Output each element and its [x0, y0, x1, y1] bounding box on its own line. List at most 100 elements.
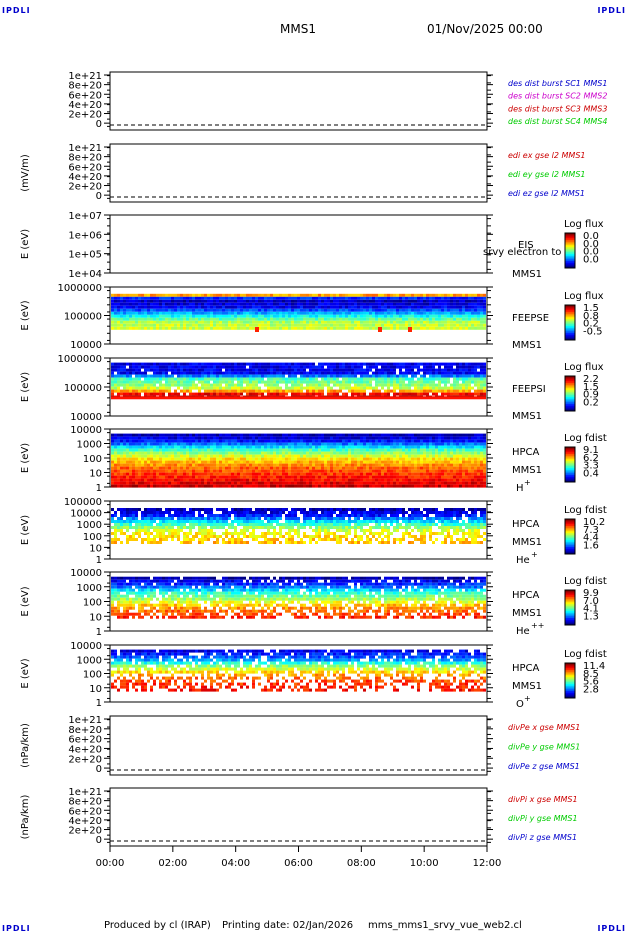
y-tick-label: 1	[96, 483, 102, 494]
species-label: H	[516, 483, 524, 494]
species-label: O	[516, 699, 524, 710]
y-axis-label: (nPa/km)	[20, 723, 31, 768]
instrument-label: FEEPSI	[512, 384, 546, 395]
legend-entry: divPe x gse MMS1	[508, 723, 580, 732]
y-tick-label: 4e+20	[68, 172, 102, 183]
y-tick-label: 10	[89, 612, 102, 623]
y-tick-label: 10000	[70, 568, 102, 579]
footer-produced: Produced by cl (IRAP)	[104, 920, 211, 931]
panel-p9: 10000 1000 100 10 1 E (eV) HPCA MMS1 O+ Log fdist…	[20, 641, 607, 710]
y-axis-label: E (eV)	[20, 586, 31, 616]
y-tick-label: 10000	[70, 340, 102, 351]
colorbar-title: Log fdist	[564, 576, 607, 587]
y-tick-label: 1	[96, 698, 102, 709]
y-tick-label: 6e+20	[68, 735, 102, 746]
legend-entry: edi ex gse l2 MMS1	[508, 151, 586, 160]
y-tick-label: 1e+21	[68, 715, 102, 726]
colorbar-title: Log flux	[564, 362, 604, 373]
colorbar	[564, 232, 576, 269]
colorbar-tick-label: 6.2	[583, 453, 599, 464]
colorbar-tick-label: 8.5	[583, 669, 599, 680]
y-tick-label: 8e+20	[68, 797, 102, 808]
y-axis-label: E (eV)	[20, 300, 31, 330]
x-tick-label: 02:00	[158, 858, 187, 869]
instrument-label: HPCA	[512, 663, 540, 674]
y-tick-label: 2e+20	[68, 110, 102, 121]
colorbar	[564, 375, 576, 412]
y-tick-label: 10	[89, 469, 102, 480]
y-tick-label: 1e+04	[68, 269, 102, 280]
panel-p8: 10000 1000 100 10 1 E (eV) HPCA MMS1 He++ Log fdi…	[20, 568, 607, 638]
y-tick-label: 10000	[70, 425, 102, 436]
colorbar-tick-label: 1.3	[583, 611, 599, 622]
y-axis-label: E (eV)	[20, 443, 31, 473]
x-tick-label: 00:00	[96, 858, 125, 869]
y-tick-label: 0	[96, 119, 102, 130]
colorbar-tick-label: 2.8	[583, 684, 599, 695]
header-date: 01/Nov/2025 00:00	[427, 22, 543, 36]
colorbar	[564, 589, 576, 626]
panel-frame	[109, 143, 488, 203]
y-tick-label: 2e+20	[68, 826, 102, 837]
colorbar-tick-label: 11.4	[583, 661, 605, 672]
colorbar-tick-label: 0.2	[583, 319, 599, 330]
species-label: He	[516, 626, 530, 637]
instrument-label: HPCA	[512, 447, 540, 458]
spacecraft-label: MMS1	[512, 269, 542, 280]
header-mission: MMS1	[280, 22, 316, 36]
corner-label-top-right: IPDLI	[597, 6, 626, 15]
colorbar-tick-label: 2.2	[583, 374, 599, 385]
colorbar	[564, 446, 576, 483]
y-tick-label: 1e+21	[68, 143, 102, 154]
y-axis-label: E (eV)	[20, 372, 31, 402]
instrument-label: HPCA	[512, 590, 540, 601]
legend-entry: divPe y gse MMS1	[508, 743, 580, 752]
species-charge: ++	[531, 621, 544, 630]
y-tick-label: 100	[83, 598, 102, 609]
colorbar-tick-label: 10.2	[583, 517, 605, 528]
y-tick-label: 1000000	[57, 354, 102, 365]
y-tick-label: 100	[83, 454, 102, 465]
legend-entry: des dist burst SC2 MMS2	[508, 92, 607, 101]
y-tick-label: 1000	[77, 655, 102, 666]
spacecraft-label: MMS1	[512, 681, 542, 692]
colorbar-tick-label: 4.4	[583, 533, 599, 544]
legend-entry: edi ez gse l2 MMS1	[508, 189, 585, 198]
colorbar-tick-label: 0.2	[583, 397, 599, 408]
y-axis-label: E (eV)	[20, 229, 31, 259]
y-tick-label: 6e+20	[68, 806, 102, 817]
x-tick-label: 04:00	[221, 858, 250, 869]
legend-entry: divPi z gse MMS1	[508, 833, 577, 842]
instrument-label: HPCA	[512, 519, 540, 530]
y-tick-label: 100	[83, 532, 102, 543]
y-tick-label: 0	[96, 764, 102, 775]
y-axis-label: E (eV)	[20, 658, 31, 688]
instrument-label: EIS	[518, 240, 534, 251]
y-tick-label: 10000	[70, 412, 102, 423]
y-tick-label: 10000	[70, 641, 102, 652]
y-axis-label: (nPa/km)	[20, 795, 31, 840]
x-axis: 00:00 02:00 04:00 06:00 08:00 10:00 12:00	[96, 846, 501, 869]
y-tick-label: 0	[96, 191, 102, 202]
species-charge: +	[531, 550, 538, 559]
colorbar-tick-label: 0.4	[583, 468, 599, 479]
corner-label-bottom-right: IPDLI	[597, 924, 626, 933]
colorbar-tick-label: 4.1	[583, 604, 599, 615]
colorbar-title: Log fdist	[564, 649, 607, 660]
colorbar-tick-label: 0.0	[583, 239, 599, 250]
footer-file-name: mms_mms1_srvy_vue_web2.cl	[368, 920, 522, 931]
corner-label-bottom-left: IPDLI	[2, 924, 31, 933]
colorbar	[564, 662, 576, 699]
colorbar-tick-label: 3.3	[583, 461, 599, 472]
y-tick-label: 100000	[64, 312, 102, 323]
colorbar-tick-label: 0.8	[583, 311, 599, 322]
colorbar-title: Log fdist	[564, 505, 607, 516]
panel-frame	[109, 500, 488, 560]
y-axis-label: E (eV)	[20, 515, 31, 545]
y-tick-label: 4e+20	[68, 100, 102, 111]
panel-frame	[109, 787, 488, 847]
panel-frame	[109, 214, 488, 274]
